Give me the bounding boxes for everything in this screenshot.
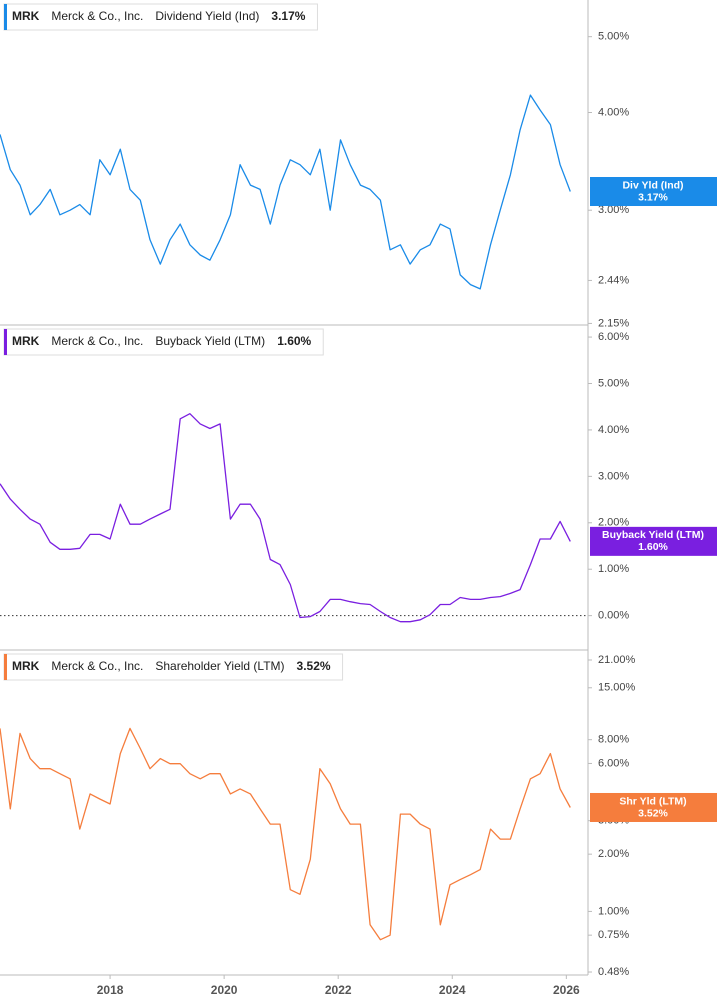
y-tick-label: 0.00% [598, 610, 629, 622]
legend-ticker: MRK [12, 659, 40, 673]
legend-box [3, 653, 344, 681]
badge-name: Shr Yld (LTM) [619, 795, 686, 807]
y-tick-label: 1.00% [598, 905, 629, 917]
legend-value: 1.60% [277, 334, 311, 348]
y-tick-label: 4.00% [598, 424, 629, 436]
value-badge [590, 177, 717, 207]
badge-value: 3.17% [638, 191, 668, 203]
legend-metric: Shareholder Yield (LTM) [155, 659, 284, 673]
legend-company: Merck & Co., Inc. [51, 659, 143, 673]
value-badge [590, 792, 717, 822]
badge-name: Buyback Yield (LTM) [602, 529, 704, 541]
legend: MRK Merck & Co., Inc. Shareholder Yield (L… [3, 653, 344, 681]
x-tick-label: 2026 [553, 983, 580, 997]
y-tick-label: 6.00% [598, 331, 629, 343]
x-tick-label: 2020 [211, 983, 238, 997]
legend-metric: Dividend Yield (Ind) [155, 9, 259, 23]
legend-ticker: MRK [12, 334, 40, 348]
badge-value: 3.52% [638, 807, 668, 819]
y-tick-label: 2.00% [598, 517, 629, 529]
series-line [0, 727, 571, 941]
y-tick-label: 1.00% [598, 563, 629, 575]
y-tick-label: 5.00% [598, 377, 629, 389]
legend-ticker: MRK [12, 9, 40, 23]
legend-swatch [4, 4, 7, 30]
series-line [0, 94, 571, 290]
legend-swatch [4, 329, 7, 355]
x-tick-label: 2018 [97, 983, 124, 997]
legend-box [3, 3, 318, 31]
y-tick-label: 21.00% [598, 654, 636, 666]
legend-swatch [4, 654, 7, 680]
y-tick-label: 15.00% [598, 682, 636, 694]
legend-metric: Buyback Yield (LTM) [155, 334, 265, 348]
y-tick-label: 8.00% [598, 734, 629, 746]
y-tick-label: 2.15% [598, 317, 629, 329]
legend-box [3, 328, 324, 356]
y-tick-label: 2.00% [598, 848, 629, 860]
y-tick-label: 0.48% [598, 966, 629, 978]
legend-value: 3.17% [271, 9, 305, 23]
value-badge [590, 526, 717, 556]
legend-company: Merck & Co., Inc. [51, 334, 143, 348]
series-line [0, 413, 571, 623]
legend-value: 3.52% [297, 659, 331, 673]
legend: MRK Merck & Co., Inc. Buyback Yield (LTM) 1… [3, 328, 324, 356]
badge-name: Div Yld (Ind) [622, 179, 683, 191]
legend: MRK Merck & Co., Inc. Dividend Yield (Ind)… [3, 3, 318, 31]
y-tick-label: 0.75% [598, 929, 629, 941]
legend-company: Merck & Co., Inc. [51, 9, 143, 23]
y-tick-label: 5.00% [598, 31, 629, 43]
y-tick-label: 2.44% [598, 274, 629, 286]
y-tick-label: 4.00% [598, 106, 629, 118]
badge-value: 1.60% [638, 541, 668, 553]
y-tick-label: 6.00% [598, 757, 629, 769]
x-tick-label: 2022 [325, 983, 352, 997]
y-tick-label: 3.00% [598, 204, 629, 216]
x-tick-label: 2024 [439, 983, 466, 997]
y-tick-label: 3.00% [598, 470, 629, 482]
